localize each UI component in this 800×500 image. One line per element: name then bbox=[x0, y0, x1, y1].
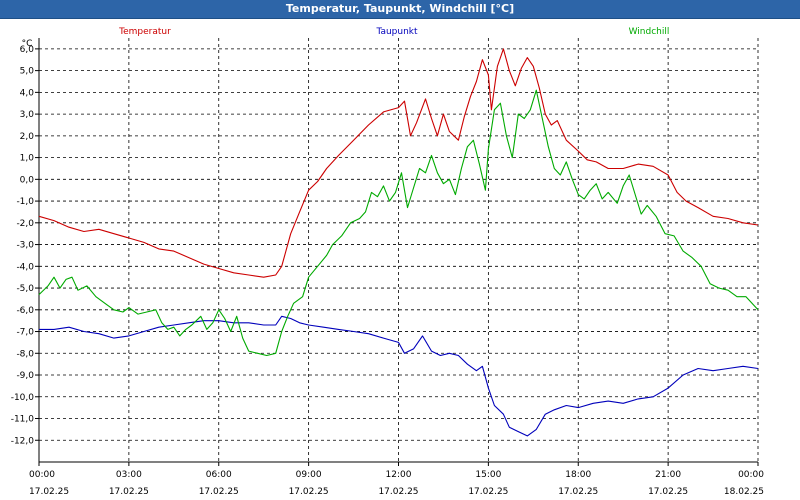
x-tick-time-label: 00:00 bbox=[738, 470, 764, 480]
x-tick-date-label: 17.02.25 bbox=[199, 487, 239, 497]
x-tick-date-label: 17.02.25 bbox=[289, 487, 329, 497]
y-tick-label: -6,0 bbox=[16, 306, 34, 316]
x-tick-time-label: 06:00 bbox=[206, 470, 232, 480]
x-tick-time-label: 00:00 bbox=[29, 470, 55, 480]
x-tick-time-label: 15:00 bbox=[475, 470, 501, 480]
x-tick-time-label: 03:00 bbox=[116, 470, 142, 480]
y-tick-label: 0,0 bbox=[20, 175, 35, 185]
y-tick-label: -3,0 bbox=[16, 241, 34, 251]
legend-label-taupunkt: Taupunkt bbox=[375, 27, 418, 37]
x-tick-date-label: 17.02.25 bbox=[648, 487, 688, 497]
y-tick-label: -4,0 bbox=[16, 262, 34, 272]
legend-label-windchill: Windchill bbox=[629, 27, 670, 37]
x-tick-time-label: 09:00 bbox=[296, 470, 322, 480]
title-bar: Temperatur, Taupunkt, Windchill [°C] bbox=[0, 0, 800, 19]
series-line-taupunkt bbox=[39, 315, 759, 437]
y-tick-label: 3,0 bbox=[20, 110, 35, 120]
x-tick-date-label: 17.02.25 bbox=[109, 487, 149, 497]
y-tick-label: 1,0 bbox=[20, 154, 35, 164]
y-tick-label: 2,0 bbox=[20, 132, 35, 142]
y-tick-label: -9,0 bbox=[16, 371, 34, 381]
y-tick-label: -11,0 bbox=[11, 415, 35, 425]
x-tick-date-label: 17.02.25 bbox=[378, 487, 418, 497]
y-tick-label: -10,0 bbox=[11, 393, 35, 403]
x-tick-time-label: 18:00 bbox=[565, 470, 591, 480]
y-tick-label: 6,0 bbox=[20, 45, 35, 55]
y-tick-label: 4,0 bbox=[20, 88, 35, 98]
x-tick-date-label: 17.02.25 bbox=[468, 487, 508, 497]
y-tick-label: -2,0 bbox=[16, 219, 34, 229]
x-tick-date-label: 18.02.25 bbox=[724, 487, 764, 497]
series-line-windchill bbox=[38, 89, 759, 357]
x-tick-date-label: 17.02.25 bbox=[558, 487, 598, 497]
y-tick-label: 5,0 bbox=[20, 67, 35, 77]
y-tick-label: -12,0 bbox=[11, 436, 35, 446]
chart-title: Temperatur, Taupunkt, Windchill [°C] bbox=[285, 2, 515, 15]
legend-label-temperatur: Temperatur bbox=[118, 27, 171, 37]
line-chart: 6,0 5,0 4,0 3,0 2,0 1,0 0,0 -1,0 -2,0 -3,0 -4,0 -5,… bbox=[11, 27, 765, 497]
x-tick-time-label: 12:00 bbox=[386, 470, 412, 480]
series-line-temperatur bbox=[38, 48, 759, 278]
y-tick-label: -5,0 bbox=[16, 284, 34, 294]
y-tick-label: -1,0 bbox=[16, 197, 34, 207]
x-tick-date-label: 17.02.25 bbox=[29, 487, 69, 497]
y-tick-label: -7,0 bbox=[16, 328, 34, 338]
y-axis-unit-label: °C bbox=[22, 39, 33, 49]
y-tick-label: -8,0 bbox=[16, 349, 34, 359]
x-tick-time-label: 21:00 bbox=[655, 470, 681, 480]
